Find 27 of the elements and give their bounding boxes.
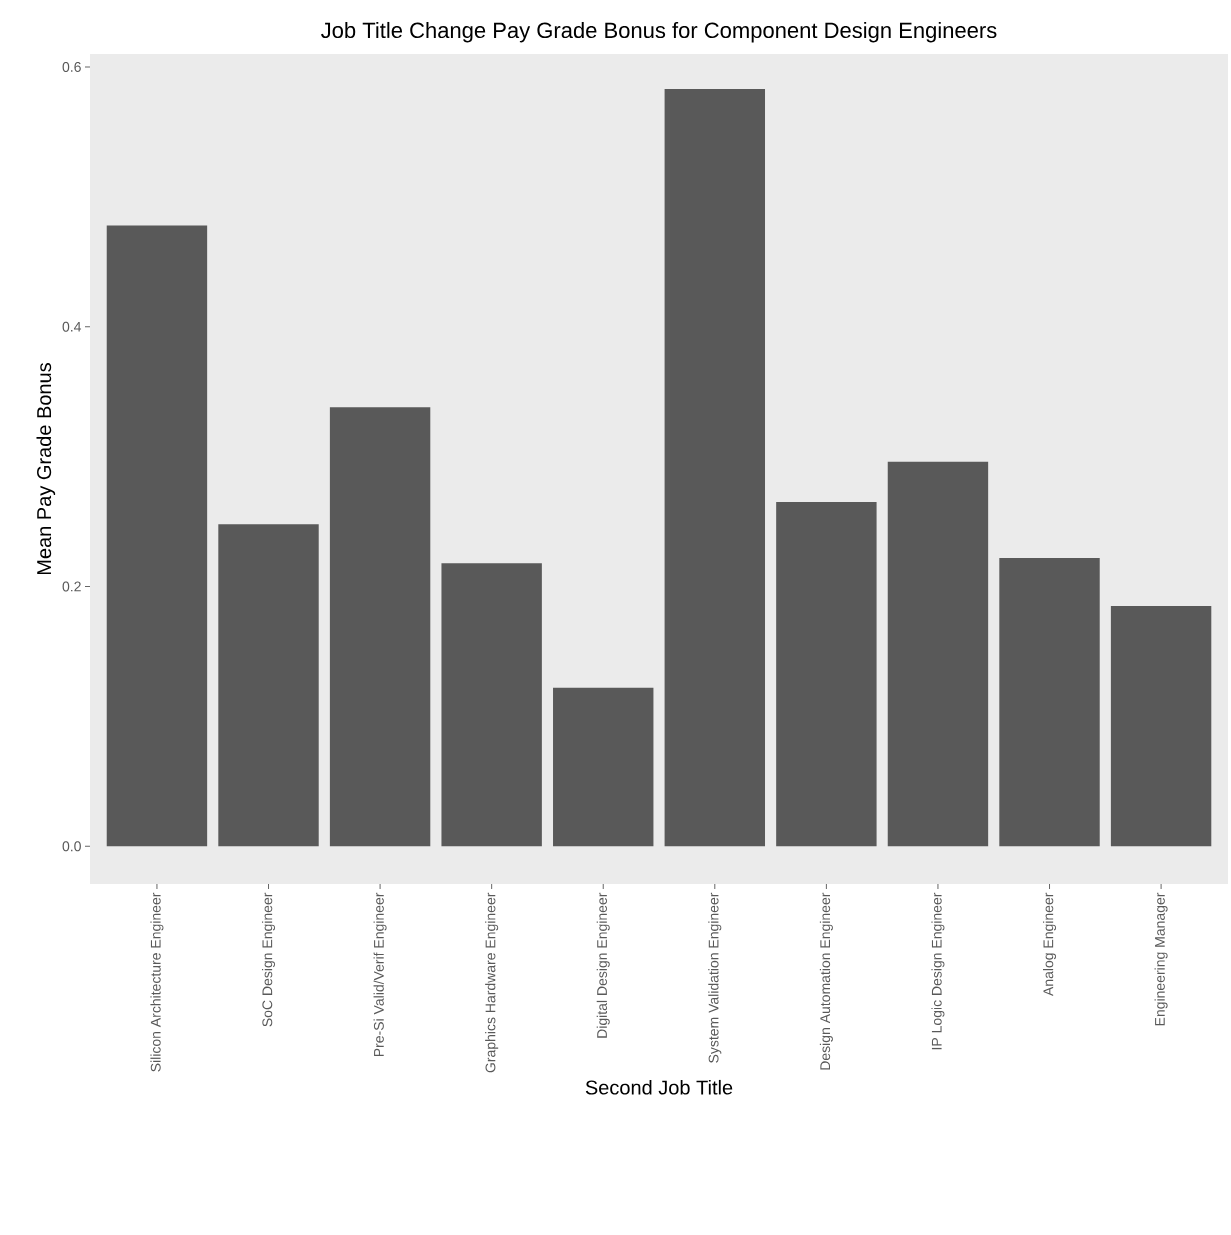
x-tick-label: Pre-Si Valid/Verif Engineer: [373, 892, 387, 1057]
y-axis-title: Mean Pay Grade Bonus: [36, 363, 56, 575]
bar: [776, 502, 877, 847]
x-tick-label: System Validation Engineer: [708, 892, 722, 1063]
x-axis-title: Second Job Title: [585, 1079, 733, 1095]
chart-title: Job Title Change Pay Grade Bonus for Component Design Engineers: [321, 21, 997, 43]
x-tick-label: Digital Design Engineer: [596, 892, 610, 1038]
x-tick-label: Graphics Hardware Engineer: [485, 892, 499, 1073]
x-tick-label: Design Automation Engineer: [819, 892, 833, 1070]
bar: [887, 461, 989, 847]
x-tick-label: SoC Design Engineer: [261, 892, 276, 1027]
bar: [999, 557, 1100, 847]
bar: [553, 687, 654, 847]
bar: [1110, 606, 1212, 847]
y-tick-label: 0.6: [62, 62, 81, 72]
y-tick-label: 0.0: [62, 841, 81, 852]
x-tick-label: IP Logic Design Engineer: [931, 892, 945, 1050]
bar: [106, 225, 208, 847]
bar: [664, 89, 766, 847]
bar: [441, 563, 542, 847]
bar: [329, 407, 431, 847]
bar: [218, 524, 319, 847]
y-tick-label: 0.4: [62, 321, 82, 332]
x-tick-label: Silicon Architecture Engineer: [150, 892, 164, 1072]
x-tick-label: Analog Engineer: [1042, 892, 1057, 997]
x-tick-label: Engineering Manager: [1154, 892, 1168, 1026]
y-tick-label: 0.2: [62, 581, 81, 592]
